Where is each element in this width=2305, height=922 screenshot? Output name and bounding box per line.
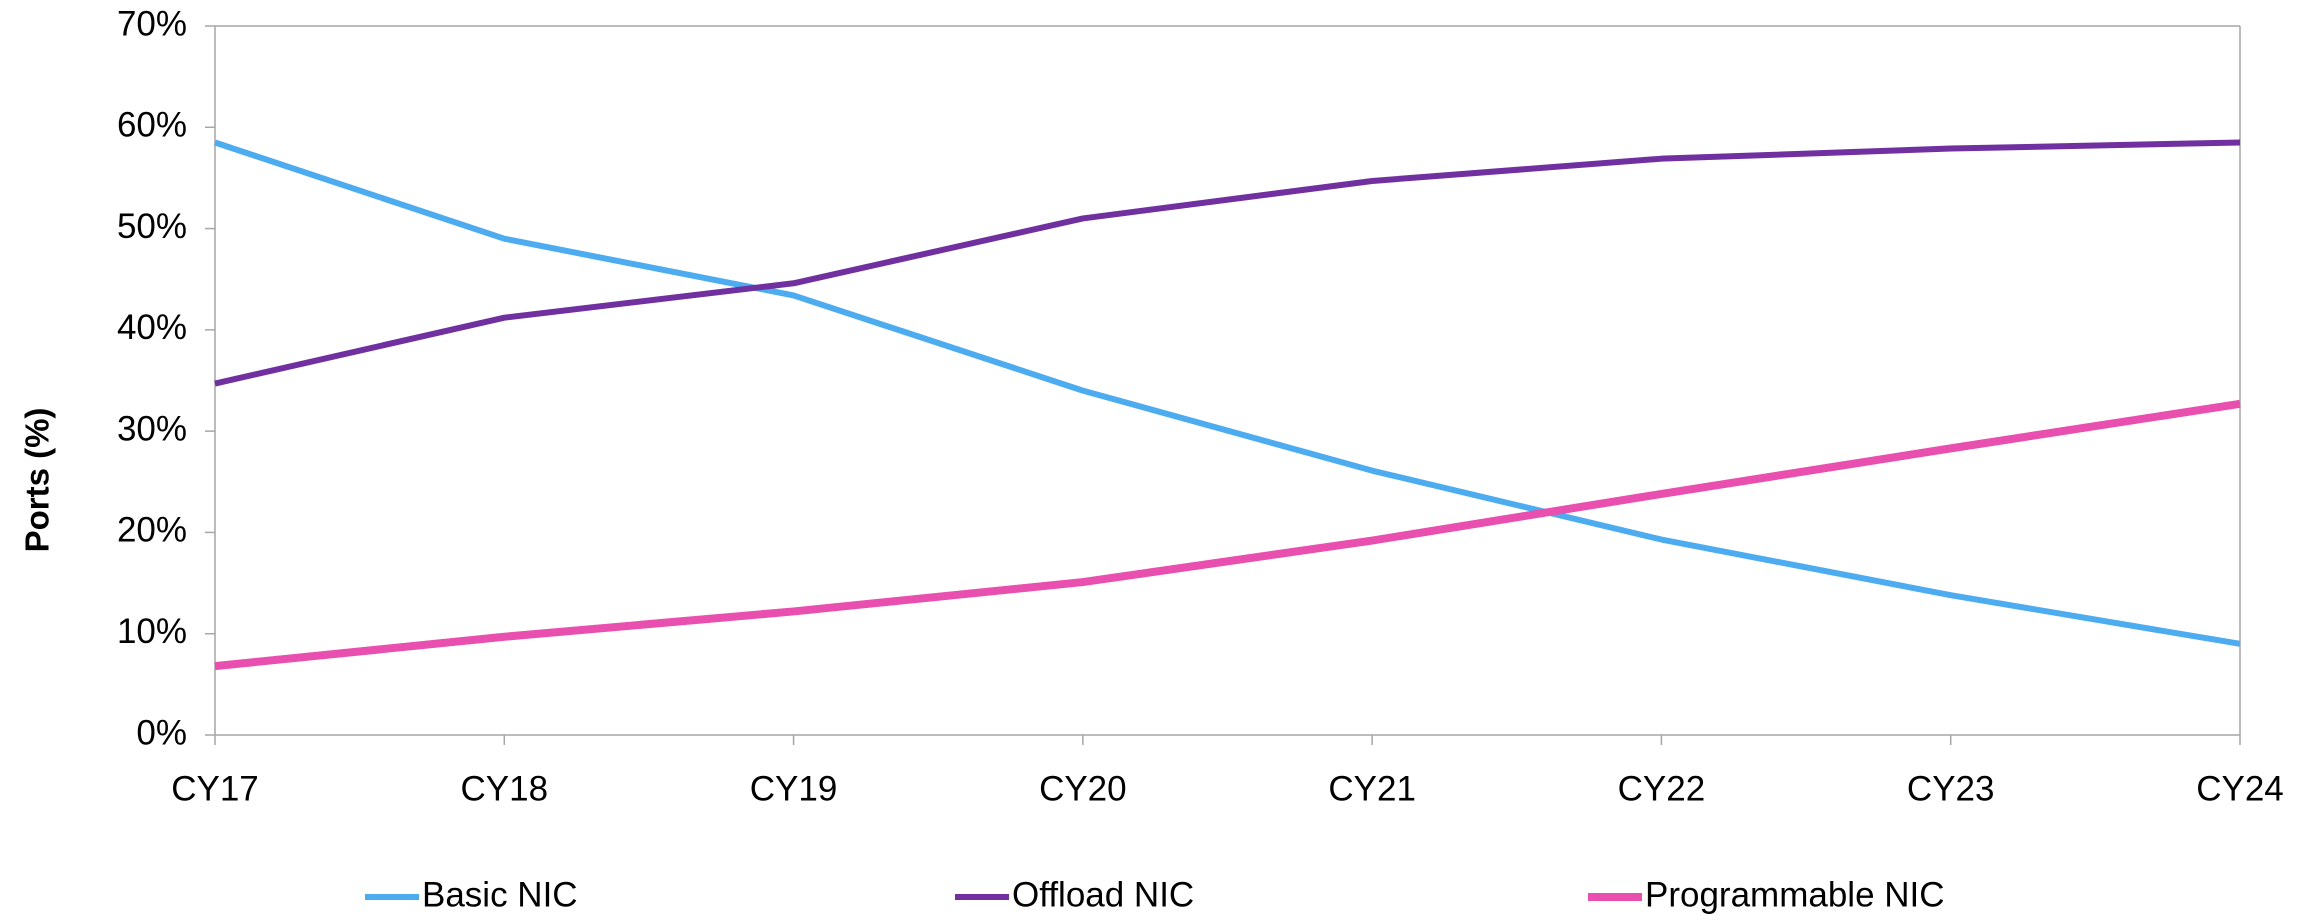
x-tick-label: CY19 [750, 769, 838, 808]
series-line [214, 399, 2241, 671]
y-tick-label: 30% [117, 409, 187, 448]
x-tick-label: CY20 [1039, 769, 1127, 808]
series-line [214, 139, 2241, 647]
y-tick-label: 40% [117, 308, 187, 347]
x-tick-label: CY22 [1618, 769, 1706, 808]
x-tick-label: CY17 [171, 769, 259, 808]
y-axis-label: Ports (%) [19, 408, 56, 553]
y-tick-label: 50% [117, 207, 187, 246]
x-tick-label: CY24 [2196, 769, 2284, 808]
y-tick-label: 0% [136, 713, 187, 752]
x-tick-label: CY18 [461, 769, 549, 808]
y-tick-label: 60% [117, 106, 187, 145]
y-tick-label: 10% [117, 612, 187, 651]
x-tick-label: CY21 [1328, 769, 1416, 808]
x-tick-label: CY23 [1907, 769, 1995, 808]
legend-label: Offload NIC [1012, 875, 1194, 914]
y-tick-label: 20% [117, 511, 187, 550]
legend-label: Basic NIC [422, 875, 578, 914]
y-tick-label: 70% [117, 4, 187, 43]
legend-label: Programmable NIC [1645, 875, 1945, 914]
series-line [214, 139, 2241, 387]
